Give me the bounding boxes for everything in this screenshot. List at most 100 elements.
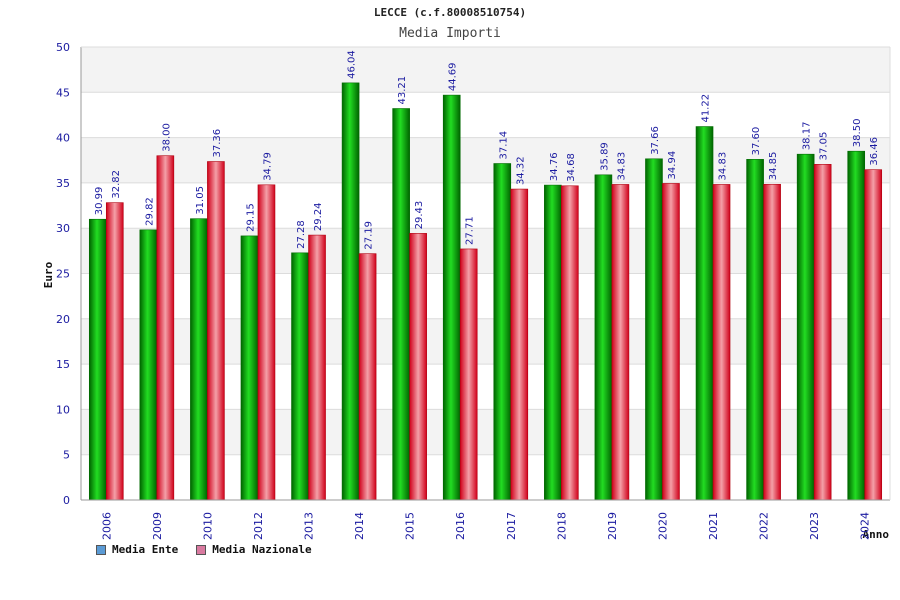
y-tick-label: 40 bbox=[56, 132, 70, 145]
data-label: 34.68 bbox=[566, 153, 577, 182]
y-axis-label: Euro bbox=[42, 261, 55, 288]
data-label: 29.43 bbox=[414, 201, 425, 230]
y-tick-label: 15 bbox=[56, 358, 70, 371]
bar-media-nazionale-2018 bbox=[561, 185, 579, 501]
bar-media-ente-2018 bbox=[544, 184, 562, 501]
bar-media-nazionale-2019 bbox=[611, 184, 630, 501]
data-label: 37.36 bbox=[212, 129, 223, 158]
data-label: 34.94 bbox=[667, 151, 678, 180]
y-tick-label: 45 bbox=[56, 86, 70, 99]
bar-media-nazionale-2015 bbox=[409, 233, 427, 501]
x-tick-label: 2016 bbox=[454, 512, 467, 540]
data-label: 43.21 bbox=[397, 76, 408, 105]
data-label: 27.28 bbox=[296, 220, 307, 249]
x-tick-label: 2012 bbox=[252, 512, 265, 540]
y-tick-label: 5 bbox=[63, 449, 70, 462]
y-tick-label: 30 bbox=[56, 222, 70, 235]
x-tick-label: 2009 bbox=[151, 512, 164, 540]
legend-item-media-ente: Media Ente bbox=[96, 543, 178, 556]
data-label: 34.79 bbox=[262, 152, 273, 181]
x-tick-label: 2020 bbox=[656, 512, 669, 540]
legend: Media Ente Media Nazionale bbox=[96, 543, 312, 556]
x-tick-label: 2017 bbox=[505, 512, 518, 540]
x-tick-label: 2019 bbox=[606, 512, 619, 540]
bars bbox=[88, 82, 883, 501]
data-label: 37.05 bbox=[819, 132, 830, 161]
bar-media-ente-2014 bbox=[341, 82, 360, 501]
bar-media-ente-2020 bbox=[645, 158, 663, 501]
bar-media-ente-2024 bbox=[847, 150, 866, 501]
bar-media-nazionale-2017 bbox=[510, 188, 529, 501]
grid-band bbox=[81, 92, 890, 138]
bar-media-nazionale-2023 bbox=[813, 164, 832, 501]
y-tick-label: 35 bbox=[56, 177, 70, 190]
data-label: 29.24 bbox=[313, 202, 324, 231]
x-tick-label: 2014 bbox=[353, 512, 366, 540]
bar-media-nazionale-2009 bbox=[156, 155, 175, 501]
y-tick-label: 50 bbox=[56, 41, 70, 54]
data-label: 29.15 bbox=[245, 203, 256, 232]
y-tick-label: 20 bbox=[56, 313, 70, 326]
x-tick-label: 2015 bbox=[404, 512, 417, 540]
bar-media-ente-2006 bbox=[88, 218, 107, 501]
bar-media-nazionale-2006 bbox=[105, 202, 124, 501]
data-label: 37.14 bbox=[498, 131, 509, 160]
bar-media-ente-2015 bbox=[392, 108, 410, 501]
data-label: 27.71 bbox=[465, 216, 476, 245]
data-label: 34.32 bbox=[515, 156, 526, 185]
data-label: 37.66 bbox=[650, 126, 661, 155]
bar-media-ente-2009 bbox=[139, 229, 158, 501]
data-label: 34.83 bbox=[616, 152, 627, 181]
bar-media-nazionale-2022 bbox=[763, 183, 781, 501]
bar-media-ente-2012 bbox=[240, 235, 259, 501]
data-label: 34.76 bbox=[549, 152, 560, 181]
data-label: 36.46 bbox=[869, 137, 880, 166]
legend-swatch-media-ente bbox=[96, 544, 106, 555]
x-tick-label: 2022 bbox=[758, 512, 771, 540]
data-label: 38.17 bbox=[802, 122, 813, 151]
data-label: 41.22 bbox=[701, 94, 712, 123]
x-tick-label: 2013 bbox=[303, 512, 316, 540]
bar-media-ente-2013 bbox=[291, 252, 309, 501]
data-label: 38.50 bbox=[852, 119, 863, 148]
data-label: 38.00 bbox=[161, 123, 172, 152]
chart-subtitle: Media Importi bbox=[399, 26, 501, 41]
data-label: 30.99 bbox=[94, 187, 105, 216]
y-tick-label: 0 bbox=[63, 494, 70, 507]
x-tick-label: 2021 bbox=[707, 512, 720, 540]
bar-media-ente-2016 bbox=[442, 94, 461, 501]
data-label: 32.82 bbox=[111, 170, 122, 199]
data-label: 44.69 bbox=[448, 62, 459, 91]
data-label: 34.83 bbox=[718, 152, 729, 181]
x-tick-label: 2023 bbox=[808, 512, 821, 540]
data-label: 37.60 bbox=[751, 127, 762, 156]
data-labels: 30.99 32.82 29.82 38.00 31.05 37.36 29.15 34.79… bbox=[94, 50, 880, 249]
bar-media-ente-2019 bbox=[594, 174, 613, 501]
data-label: 46.04 bbox=[347, 50, 358, 79]
x-tick-label: 2006 bbox=[100, 512, 113, 540]
bar-media-nazionale-2012 bbox=[257, 184, 276, 501]
grid-band bbox=[81, 47, 890, 93]
data-label: 35.89 bbox=[599, 142, 610, 171]
bar-media-ente-2017 bbox=[493, 163, 512, 501]
bar-media-nazionale-2021 bbox=[712, 184, 731, 501]
data-label: 27.19 bbox=[364, 221, 375, 250]
data-label: 31.05 bbox=[195, 186, 206, 215]
bar-media-ente-2023 bbox=[796, 153, 815, 501]
bar-media-ente-2010 bbox=[190, 218, 208, 501]
data-label: 29.82 bbox=[144, 197, 155, 226]
x-axis-label: Anno bbox=[863, 528, 890, 541]
legend-label-media-nazionale: Media Nazionale bbox=[212, 543, 312, 556]
chart-title: LECCE (c.f.80008510754) bbox=[373, 6, 527, 19]
legend-swatch-media-nazionale bbox=[196, 544, 207, 555]
x-tick-label: 2024 bbox=[859, 512, 872, 540]
legend-item-media-nazionale: Media Nazionale bbox=[196, 543, 312, 556]
bar-media-nazionale-2024 bbox=[864, 169, 883, 501]
bar-media-nazionale-2020 bbox=[662, 183, 680, 501]
y-tick-label: 25 bbox=[56, 268, 70, 281]
x-tick-label: 2018 bbox=[555, 512, 568, 540]
data-label: 34.85 bbox=[768, 152, 779, 181]
y-tick-label: 10 bbox=[56, 403, 70, 416]
